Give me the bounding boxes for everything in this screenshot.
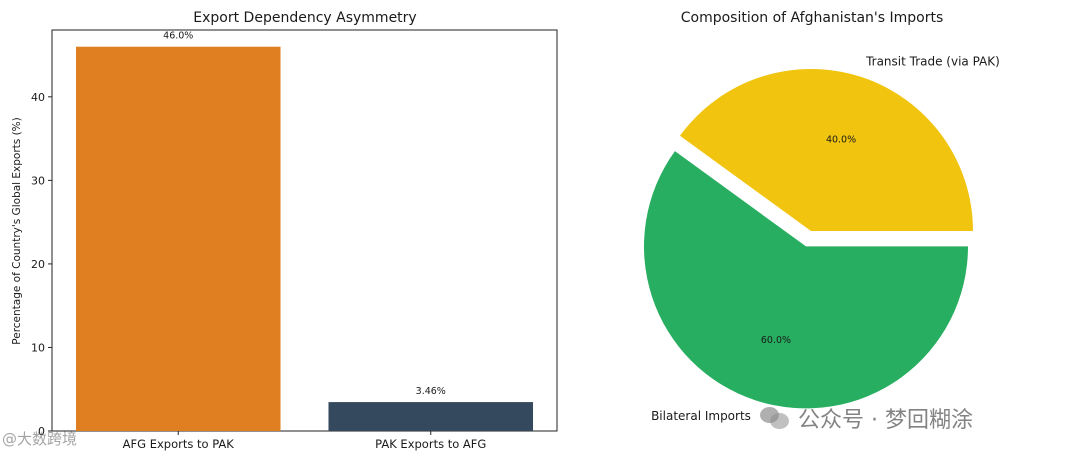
y-tick-label: 20 bbox=[31, 258, 45, 271]
pie-slices bbox=[643, 69, 973, 409]
wechat-icon bbox=[760, 405, 790, 431]
y-axis-label: Percentage of Country's Global Exports (… bbox=[11, 117, 23, 344]
bar bbox=[328, 402, 534, 431]
x-tick-label: PAK Exports to AFG bbox=[375, 437, 486, 451]
y-axis-ticks: 0 10 20 30 40 bbox=[31, 91, 52, 438]
bar-data-label: 46.0% bbox=[163, 31, 193, 42]
bar-chart-frame bbox=[51, 29, 558, 432]
y-tick-label: 10 bbox=[31, 341, 45, 354]
y-tick-label: 30 bbox=[31, 174, 45, 187]
pie-slice-label: Bilateral Imports bbox=[651, 409, 751, 423]
bar-chart: Export Dependency Asymmetry 0 10 20 30 40 46… bbox=[11, 10, 558, 451]
pie-percent-label: 40.0% bbox=[826, 135, 856, 146]
pie-slice bbox=[643, 151, 968, 409]
watermark-right: 公众号 · 梦回糊涂 bbox=[760, 402, 973, 434]
x-tick-label: AFG Exports to PAK bbox=[123, 437, 235, 451]
bar-chart-title: Export Dependency Asymmetry bbox=[193, 10, 416, 26]
pie-chart-title: Composition of Afghanistan's Imports bbox=[681, 10, 944, 26]
bar-data-label: 3.46% bbox=[416, 386, 446, 397]
watermark-right-text: 公众号 · 梦回糊涂 bbox=[798, 408, 973, 433]
bars: 46.0% 3.46% bbox=[75, 31, 534, 431]
bar bbox=[75, 46, 281, 431]
pie-percent-label: 60.0% bbox=[761, 335, 791, 346]
y-tick-label: 40 bbox=[31, 91, 45, 104]
pie-chart: Composition of Afghanistan's Imports 40.… bbox=[643, 10, 1000, 423]
pie-labels: 40.0% Transit Trade (via PAK) 60.0% Bilater… bbox=[651, 55, 1000, 423]
pie-slice bbox=[679, 69, 973, 231]
y-tick-label: 0 bbox=[38, 425, 45, 438]
watermark-left: @大数跨境 bbox=[2, 430, 78, 448]
pie-slice-label: Transit Trade (via PAK) bbox=[865, 55, 1000, 69]
x-axis-ticks: AFG Exports to PAK PAK Exports to AFG bbox=[123, 431, 486, 451]
